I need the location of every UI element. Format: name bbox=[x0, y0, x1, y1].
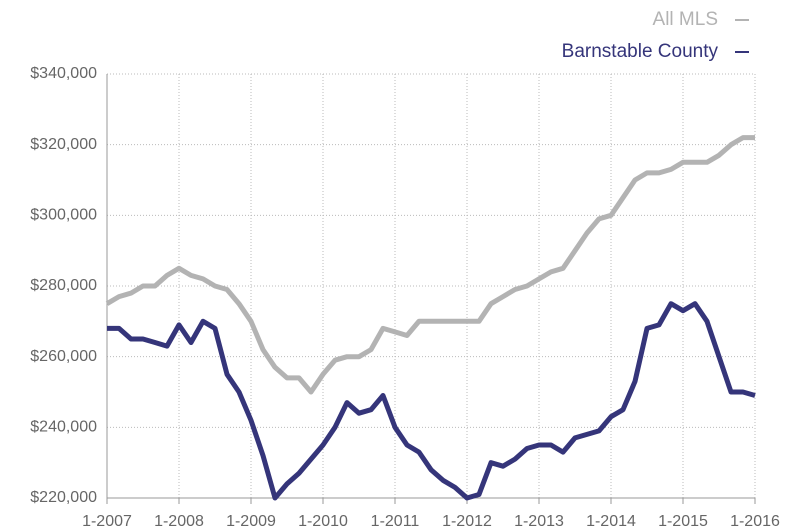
x-tick-label: 1-2010 bbox=[298, 513, 348, 530]
y-tick-label: $220,000 bbox=[30, 489, 97, 506]
x-tick-label: 1-2008 bbox=[154, 513, 204, 530]
legend-label: All MLS bbox=[653, 9, 718, 30]
x-tick-label: 1-2014 bbox=[586, 513, 636, 530]
x-tick-label: 1-2013 bbox=[514, 513, 564, 530]
x-tick-label: 1-2016 bbox=[730, 513, 780, 530]
x-tick-label: 1-2009 bbox=[226, 513, 276, 530]
x-tick-label: 1-2007 bbox=[82, 513, 132, 530]
y-tick-label: $340,000 bbox=[30, 65, 97, 82]
series-line bbox=[107, 301, 756, 501]
x-tick-label: 1-2011 bbox=[371, 513, 420, 530]
y-tick-label: $240,000 bbox=[30, 419, 97, 436]
y-tick-label: $260,000 bbox=[30, 348, 97, 365]
series-line bbox=[105, 135, 755, 395]
y-tick-label: $280,000 bbox=[30, 277, 97, 294]
x-tick-label: 1-2015 bbox=[658, 513, 708, 530]
legend-label: Barnstable County bbox=[562, 41, 719, 62]
x-tick-label: 1-2012 bbox=[442, 513, 492, 530]
y-tick-label: $300,000 bbox=[30, 207, 97, 224]
y-tick-label: $320,000 bbox=[30, 136, 97, 153]
